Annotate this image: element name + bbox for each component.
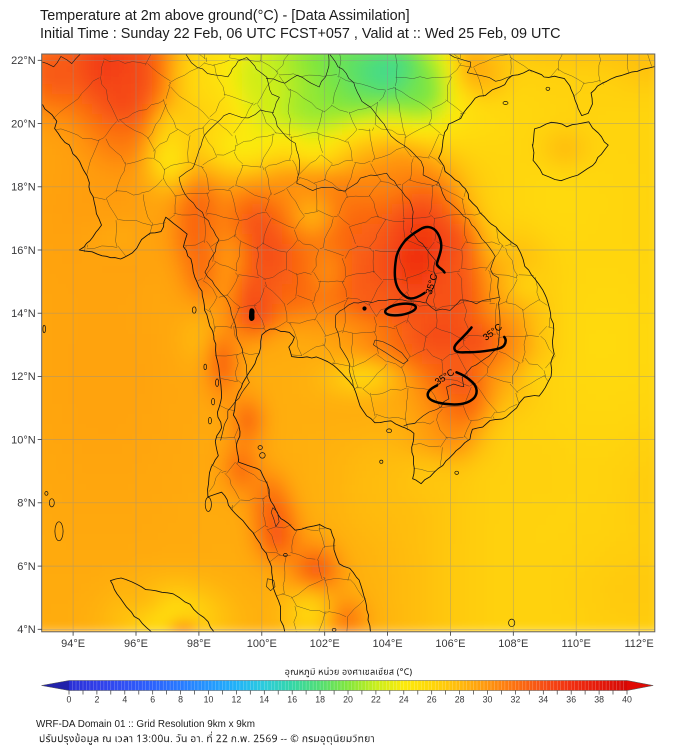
svg-text:18: 18 — [315, 695, 325, 705]
svg-text:102°E: 102°E — [310, 638, 340, 650]
svg-text:6: 6 — [150, 695, 155, 705]
svg-text:14: 14 — [259, 695, 269, 705]
svg-text:106°E: 106°E — [435, 638, 465, 650]
svg-text:110°E: 110°E — [562, 638, 591, 650]
svg-text:6°N: 6°N — [17, 561, 36, 573]
svg-text:108°E: 108°E — [498, 638, 528, 650]
svg-text:22°N: 22°N — [11, 55, 36, 67]
svg-text:32: 32 — [511, 695, 521, 705]
svg-text:2: 2 — [94, 695, 99, 705]
svg-text:94°E: 94°E — [61, 638, 85, 650]
svg-text:24: 24 — [399, 695, 409, 705]
svg-text:16: 16 — [287, 695, 297, 705]
svg-text:112°E: 112°E — [624, 638, 653, 650]
svg-text:28: 28 — [455, 695, 465, 705]
svg-text:Temperature at 2m above ground: Temperature at 2m above ground(°C) - [Da… — [40, 8, 410, 24]
svg-text:38: 38 — [594, 695, 604, 705]
svg-text:22: 22 — [371, 695, 381, 705]
svg-text:96°E: 96°E — [124, 638, 148, 650]
svg-text:WRF-DA Domain 01 :: Grid Resol: WRF-DA Domain 01 :: Grid Resolution 9km … — [36, 719, 255, 730]
svg-text:8: 8 — [178, 695, 183, 705]
svg-text:4°N: 4°N — [17, 624, 36, 636]
svg-text:0: 0 — [67, 695, 72, 705]
svg-text:10°N: 10°N — [11, 434, 36, 446]
svg-text:20°N: 20°N — [11, 118, 36, 130]
svg-text:34: 34 — [538, 695, 548, 705]
svg-text:12°N: 12°N — [11, 371, 36, 383]
svg-text:40: 40 — [622, 695, 632, 705]
svg-text:26: 26 — [427, 695, 437, 705]
svg-text:104°E: 104°E — [373, 638, 403, 650]
svg-text:10: 10 — [204, 695, 214, 705]
svg-text:8°N: 8°N — [17, 498, 36, 510]
svg-text:12: 12 — [232, 695, 242, 705]
svg-text:Initial Time : Sunday 22 Feb,: Initial Time : Sunday 22 Feb, 06 UTC FCS… — [40, 26, 561, 42]
svg-text:98°E: 98°E — [187, 638, 211, 650]
svg-text:30: 30 — [483, 695, 493, 705]
svg-text:16°N: 16°N — [11, 245, 36, 257]
svg-text:4: 4 — [122, 695, 127, 705]
svg-text:14°N: 14°N — [11, 308, 36, 320]
svg-text:20: 20 — [343, 695, 353, 705]
svg-text:100°E: 100°E — [247, 638, 277, 650]
svg-text:18°N: 18°N — [11, 182, 36, 194]
svg-text:36: 36 — [566, 695, 576, 705]
